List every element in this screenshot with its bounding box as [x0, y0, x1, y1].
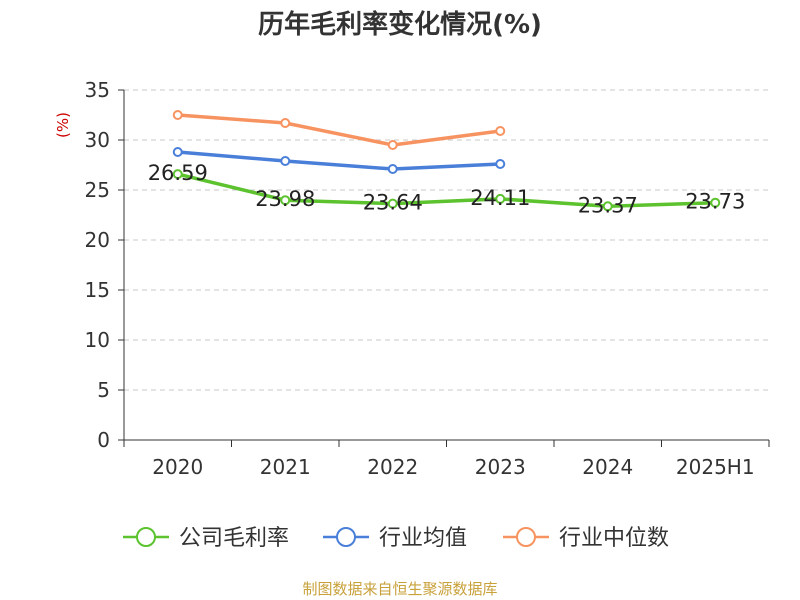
data-point [172, 110, 183, 120]
data-point [602, 201, 613, 212]
y-tick-label: 25 [85, 178, 110, 202]
legend-label: 行业中位数 [559, 526, 669, 551]
chart-title: 历年毛利率变化情况(%) [258, 10, 542, 40]
data-point [495, 193, 506, 204]
data-label: 23.73 [685, 190, 745, 214]
y-tick-label: 20 [85, 228, 110, 252]
y-tick-label: 30 [85, 128, 110, 152]
data-label: 23.98 [255, 187, 315, 211]
y-tick-label: 10 [85, 328, 110, 352]
legend-marker [516, 527, 536, 547]
data-point [495, 126, 506, 136]
data-label: 26.59 [148, 161, 208, 185]
series-line-2 [177, 150, 501, 171]
x-tick-label: 2022 [367, 455, 418, 479]
data-label: 23.64 [363, 191, 423, 215]
axes: 0 5 10 15 20 25 30 35 2020 2021 2022 2023 2024 2025H1 [85, 78, 770, 479]
data-label: 23.37 [578, 193, 638, 217]
data-point [172, 147, 183, 157]
series-line-1 [177, 172, 716, 209]
grid-lines [124, 89, 769, 391]
data-point [280, 156, 291, 166]
series-line-3 [177, 113, 501, 147]
data-point [280, 118, 291, 128]
data-point [495, 159, 506, 169]
y-tick-label: 0 [97, 428, 110, 452]
data-labels: 26.59 23.98 23.64 24.11 23.37 23.73 [148, 161, 746, 217]
legend-label: 行业均值 [379, 526, 467, 551]
data-point [387, 164, 398, 174]
x-tick-label: 2024 [582, 455, 633, 479]
legend: 公司毛利率 行业均值 行业中位数 [123, 526, 669, 551]
y-tick-label: 15 [85, 278, 110, 302]
legend-label: 公司毛利率 [179, 526, 289, 551]
x-tick-label: 2023 [475, 455, 526, 479]
legend-marker [336, 527, 356, 547]
data-point [387, 140, 398, 150]
y-tick-label: 5 [97, 378, 110, 402]
data-point [710, 197, 721, 208]
legend-marker [136, 527, 156, 547]
data-label: 24.11 [470, 186, 530, 210]
data-point [172, 169, 183, 180]
y-axis-label: (%) [54, 112, 72, 138]
data-point [387, 198, 398, 209]
x-tick-label: 2021 [260, 455, 311, 479]
y-tick-label: 35 [85, 78, 110, 102]
x-tick-label: 2020 [152, 455, 203, 479]
source-note: 制图数据来自恒生聚源数据库 [302, 580, 498, 598]
series-lines [172, 110, 721, 212]
data-point [280, 195, 291, 206]
x-tick-label: 2025H1 [676, 455, 755, 479]
